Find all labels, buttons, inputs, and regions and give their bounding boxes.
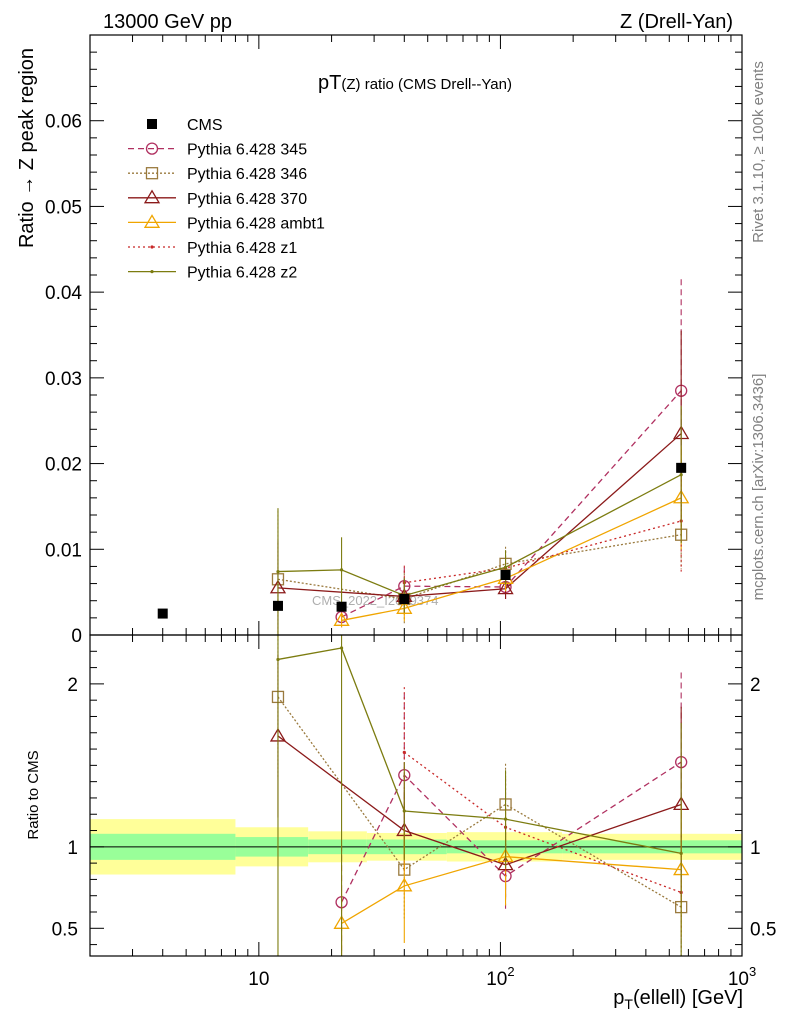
legend-label: Pythia 6.428 345 bbox=[187, 142, 307, 159]
y-tick-label: 0.05 bbox=[45, 197, 82, 218]
marker-triangle bbox=[143, 189, 161, 204]
ratio-y-tick-label: 1 bbox=[67, 838, 78, 859]
cms-data-point bbox=[676, 462, 687, 473]
legend-entry-5: Pythia 6.428 z2 bbox=[128, 265, 297, 282]
series-ratio-line bbox=[277, 696, 682, 908]
series-ratio-line bbox=[341, 855, 682, 924]
legend-label: Pythia 6.428 ambt1 bbox=[187, 215, 325, 232]
legend-label: Pythia 6.428 346 bbox=[187, 166, 307, 183]
y-tick-label: 0.06 bbox=[45, 112, 82, 133]
series-ratio-line bbox=[340, 761, 682, 903]
marker-dot bbox=[402, 750, 406, 754]
x-axis-label-sub: T bbox=[624, 996, 633, 1012]
main-title-sub: (Z) ratio (CMS Drell--Yan) bbox=[341, 76, 512, 93]
legend-label: Pythia 6.428 370 bbox=[187, 191, 307, 208]
ratio-y-tick-label-right: 2 bbox=[750, 675, 761, 696]
marker-dot bbox=[276, 657, 280, 662]
marker-dot bbox=[150, 270, 154, 274]
x-tick-label: 103 bbox=[728, 964, 756, 990]
x-axis-label: pT(ellell) [GeV] bbox=[613, 987, 743, 1012]
axes-frames bbox=[89, 34, 743, 957]
marker-triangle bbox=[396, 877, 413, 892]
x-tick-label: 10 bbox=[248, 969, 269, 990]
y-tick-label: 0.02 bbox=[45, 455, 82, 476]
legend-entry-1: Pythia 6.428 346 bbox=[128, 166, 307, 183]
legend-entry-cms: CMS bbox=[147, 117, 223, 134]
ratio-y-tick-label: 0.5 bbox=[52, 919, 78, 940]
main-title: pT(Z) ratio (CMS Drell--Yan) bbox=[318, 72, 512, 94]
series-line bbox=[404, 520, 682, 584]
x-tick-label: 102 bbox=[486, 964, 514, 990]
ratio-y-axis-label: Ratio to CMS bbox=[25, 750, 42, 839]
ratio-y-tick-label-right: 0.5 bbox=[750, 919, 776, 940]
series-line bbox=[341, 390, 682, 618]
ratio-y-tick-label: 2 bbox=[67, 675, 78, 696]
cms-data-point bbox=[500, 570, 511, 580]
marker-dot bbox=[339, 646, 344, 650]
marker-dot bbox=[402, 809, 406, 813]
marker-square bbox=[145, 167, 159, 180]
marker-dot bbox=[503, 817, 508, 821]
marker-dot bbox=[679, 473, 683, 477]
axis-ticks: 10 102 103 0 0.01 0.02 0.03 0.04 0.05 0.06 0.5 0.5 1… bbox=[45, 34, 776, 990]
marker-dot bbox=[150, 245, 154, 249]
marker-dot bbox=[339, 568, 344, 572]
y-tick-label: 0.03 bbox=[45, 369, 82, 390]
series-ratio-line bbox=[403, 751, 682, 894]
series-line bbox=[341, 497, 682, 622]
cms-data-point bbox=[157, 608, 168, 619]
marker-dot bbox=[276, 569, 280, 574]
marker-dot bbox=[679, 851, 683, 855]
marker-dot bbox=[503, 565, 508, 569]
marker-circle bbox=[145, 142, 159, 155]
series-line bbox=[277, 534, 682, 600]
legend-entry-4: Pythia 6.428 z1 bbox=[128, 240, 297, 257]
header-right: Z (Drell-Yan) bbox=[620, 11, 733, 33]
series-ratio-line bbox=[277, 647, 682, 854]
legend-label: Pythia 6.428 z2 bbox=[187, 265, 297, 282]
mcplots-label: mcplots.cern.ch [arXiv:1306.3436] bbox=[750, 374, 767, 601]
main-title-main: pT bbox=[318, 72, 341, 94]
x-axis-label-main: p bbox=[613, 987, 624, 1009]
legend-entry-2: Pythia 6.428 370 bbox=[128, 189, 307, 208]
ratio-y-tick-label-right: 1 bbox=[750, 838, 761, 859]
legend-cms-marker bbox=[147, 119, 157, 129]
legend-entry-3: Pythia 6.428 ambt1 bbox=[128, 214, 325, 232]
legend-label: Pythia 6.428 z1 bbox=[187, 240, 297, 257]
cms-data-point bbox=[272, 600, 283, 611]
cms-data-layer bbox=[157, 462, 687, 619]
legend-cms-label: CMS bbox=[187, 117, 223, 134]
legend: CMS Pythia 6.428 345 Pythia 6.428 346 Pythi… bbox=[128, 117, 325, 282]
y-axis-label: Ratio → Z peak region bbox=[16, 48, 38, 248]
legend-entry-0: Pythia 6.428 345 bbox=[128, 142, 307, 159]
marker-triangle bbox=[497, 580, 514, 595]
marker-triangle bbox=[396, 600, 413, 614]
header-left: 13000 GeV pp bbox=[103, 11, 232, 33]
y-tick-label: 0.01 bbox=[45, 540, 82, 561]
series-line bbox=[277, 474, 682, 597]
rivet-label: Rivet 3.1.10, ≥ 100k events bbox=[750, 61, 767, 243]
x-axis-label-rest: (ellell) [GeV] bbox=[633, 987, 743, 1009]
series-5 bbox=[276, 406, 683, 956]
cms-data-point bbox=[336, 601, 347, 612]
series-1 bbox=[271, 500, 688, 956]
ratio-frame bbox=[89, 634, 743, 957]
cms-data-point bbox=[399, 594, 410, 604]
marker-triangle bbox=[333, 612, 350, 626]
marker-triangle bbox=[143, 214, 161, 228]
y-tick-label: 0.04 bbox=[45, 283, 82, 304]
y-tick-label: 0 bbox=[71, 626, 82, 647]
